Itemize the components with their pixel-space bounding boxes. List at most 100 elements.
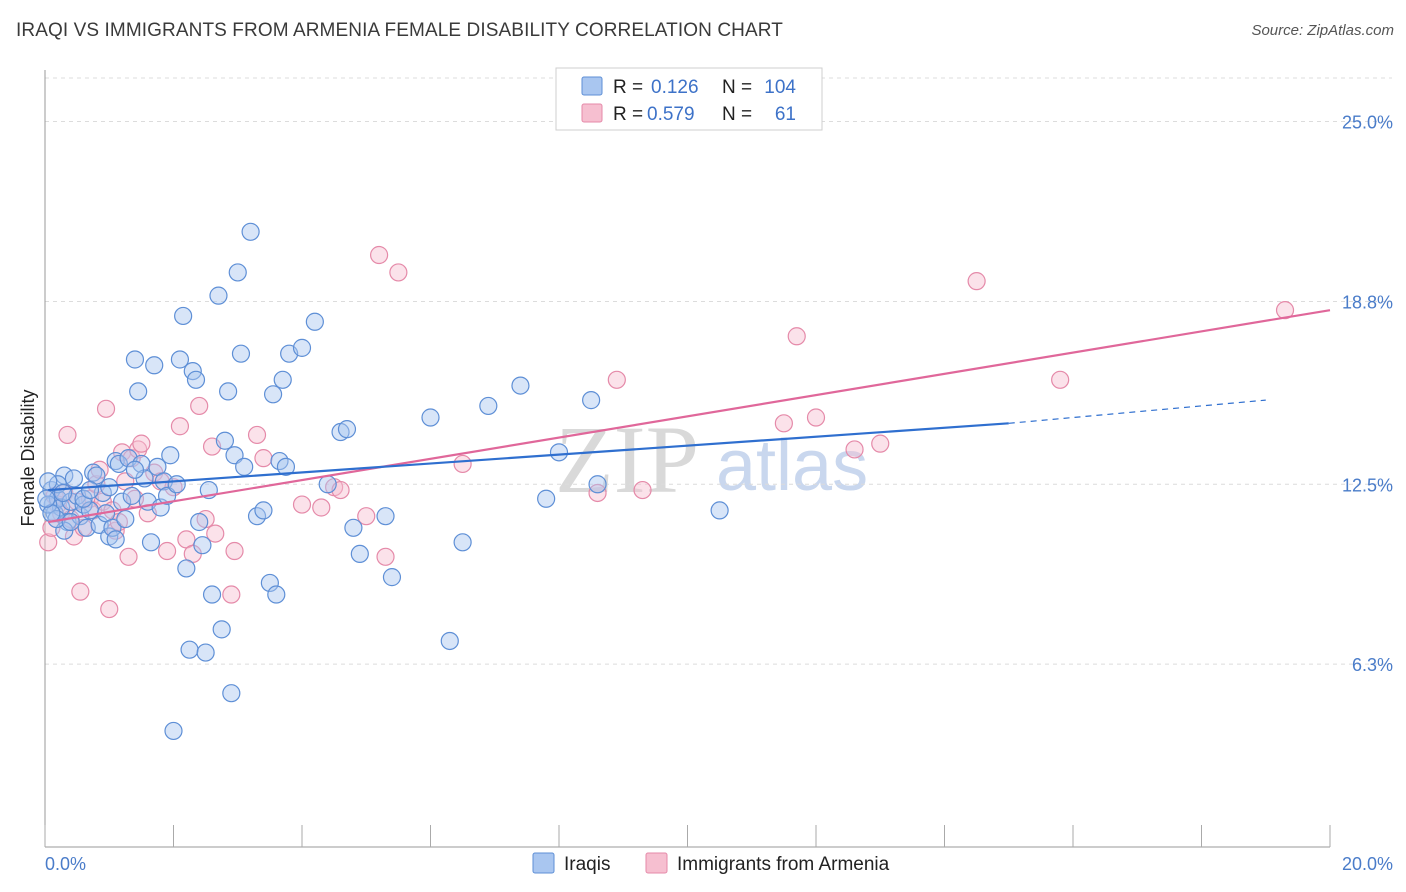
x-tick-label: 20.0% [1342, 854, 1393, 874]
iraqis-point [376, 507, 395, 526]
y-axis-label: Female Disability [18, 389, 38, 526]
iraqis-point [53, 483, 73, 503]
iraqis-point [103, 518, 122, 537]
iraqis-point [382, 568, 402, 587]
armenia-point [292, 495, 312, 514]
armenia-point [370, 245, 389, 265]
y-tick-label: 12.5% [1342, 475, 1393, 495]
armenia-point [1051, 370, 1070, 389]
y-tick-label: 18.8% [1342, 292, 1393, 312]
armenia-point [774, 414, 793, 433]
iraqis-point [116, 509, 135, 529]
armenia-point [222, 585, 241, 604]
iraqis-point [219, 382, 238, 401]
iraqis-point [141, 533, 161, 552]
iraqis-point [39, 472, 58, 491]
trend-line-iraqis [48, 422, 1009, 492]
armenia-point [247, 425, 267, 445]
legend-r-value-armenia: 0.579 [647, 104, 695, 125]
armenia-point [58, 425, 77, 445]
iraqis-point [582, 391, 601, 410]
iraqis-point [292, 338, 312, 357]
legend-r-value-iraqis: 0.126 [651, 77, 699, 98]
bottom-legend-swatch-iraqis [532, 852, 555, 874]
iraqis-point [196, 643, 215, 662]
bottom-legend-label-armenia: Immigrants from Armenia [677, 854, 890, 875]
iraqis-point [228, 263, 247, 282]
armenia-point [845, 440, 864, 459]
iraqis-point [167, 475, 186, 494]
iraqis-point [421, 408, 440, 427]
legend-n-value-iraqis: 104 [764, 77, 796, 98]
legend-n-value-armenia: 61 [775, 104, 796, 125]
iraqis-point [537, 489, 556, 508]
iraqis-point [440, 631, 459, 651]
iraqis-point [109, 454, 128, 474]
legend-r-label-armenia: R = [613, 104, 643, 125]
iraqis-point [209, 286, 228, 305]
iraqis-point [177, 559, 196, 578]
iraqis-point [64, 469, 84, 488]
armenia-point [206, 524, 225, 543]
iraqis-point [190, 512, 209, 532]
iraqis-point [260, 573, 279, 593]
iraqis-point [215, 431, 234, 450]
legend-swatch-iraqis [581, 76, 603, 96]
iraqis-point [164, 721, 183, 741]
armenia-point [96, 399, 116, 418]
armenia-point [871, 434, 890, 453]
iraqis-point [241, 222, 260, 241]
iraqis-point [318, 475, 337, 494]
armenia-point [39, 533, 58, 552]
iraqis-point [129, 382, 148, 401]
armenia-point [607, 370, 626, 389]
tick-labels: 6.3% 12.5% 18.8% 25.0% 0.0% 20.0% [45, 113, 1393, 874]
armenia-point [806, 408, 826, 427]
iraqis-point [305, 312, 324, 331]
iraqis-point [225, 446, 244, 465]
iraqis-point [180, 640, 199, 659]
y-tick-label: 6.3% [1352, 655, 1393, 675]
iraqis-point [710, 501, 729, 520]
iraqis-point [37, 489, 56, 508]
iraqis-point [161, 446, 180, 465]
iraqis-point [453, 533, 472, 552]
iraqis-point [276, 457, 296, 476]
iraqis-point [80, 480, 100, 500]
iraqis-point [212, 620, 231, 639]
iraqis-point [122, 486, 141, 505]
iraqis-point [170, 350, 190, 369]
top-legend: R = 0.126 N = 104 R = 0.579 N = 61 [555, 67, 823, 131]
armenia-point [633, 480, 652, 500]
iraqis-point [337, 420, 357, 439]
legend-swatch-armenia [581, 103, 603, 123]
legend-n-label-armenia: N = [722, 104, 752, 125]
armenia-point [787, 327, 806, 346]
bottom-legend-swatch-armenia [645, 852, 668, 874]
y-tick-label: 25.0% [1342, 113, 1393, 133]
armenia-point [254, 449, 273, 468]
iraqis-point [202, 585, 222, 604]
bottom-legend: Iraqis Immigrants from Armenia [532, 852, 890, 875]
axes [44, 70, 1331, 848]
iraqis-point [193, 536, 212, 555]
chart-title: IRAQI VS IMMIGRANTS FROM ARMENIA FEMALE … [16, 20, 783, 41]
trend-lines [48, 309, 1331, 524]
iraqis-point [145, 356, 164, 375]
series-iraqis-points [37, 222, 729, 741]
iraqis-point [157, 486, 177, 505]
armenia-point [119, 547, 138, 566]
trend-line-iraqis-extension [1008, 399, 1266, 424]
iraqis-point [549, 443, 569, 462]
iraqis-point [106, 530, 125, 549]
armenia-point [376, 547, 395, 566]
gridlines [45, 77, 1392, 665]
armenia-point [132, 434, 151, 453]
iraqis-point [267, 585, 286, 604]
armenia-point [225, 541, 244, 561]
armenia-point [190, 396, 209, 416]
legend-r-label-iraqis: R = [613, 77, 643, 98]
x-tick-label: 0.0% [45, 854, 86, 874]
source-credit: Source: ZipAtlas.com [1251, 22, 1394, 39]
